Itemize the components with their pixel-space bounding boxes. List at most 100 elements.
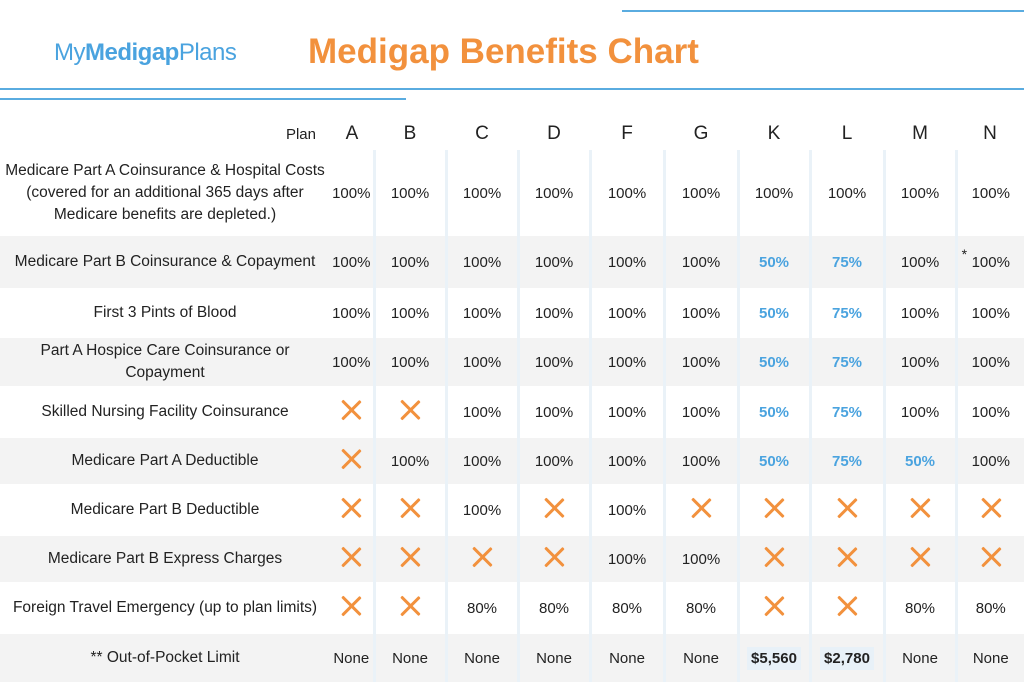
coverage-cell: 100% — [662, 438, 738, 484]
not-covered-icon-cell — [330, 536, 374, 582]
coverage-value: None — [464, 649, 500, 667]
x-icon — [471, 546, 493, 568]
coverage-cell: 50% — [736, 236, 810, 288]
coverage-value: 50% — [758, 253, 790, 271]
coverage-value: 75% — [831, 253, 863, 271]
coverage-value: 50% — [758, 353, 790, 371]
coverage-cell: 100% — [954, 386, 1024, 438]
not-covered-icon-cell — [516, 536, 590, 582]
not-covered-icon-cell — [330, 582, 374, 634]
coverage-value: 50% — [758, 403, 790, 421]
coverage-value: 100% — [971, 403, 1010, 421]
coverage-value: 100% — [390, 184, 430, 202]
coverage-value: 100% — [971, 304, 1010, 322]
coverage-value: 100% — [607, 550, 647, 568]
coverage-cell: 100% — [444, 236, 518, 288]
plan-header: N — [983, 123, 997, 144]
coverage-cell: 100% — [516, 338, 590, 386]
coverage-cell: 100% — [330, 288, 374, 338]
coverage-value: 100% — [462, 304, 502, 322]
coverage-value: 100% — [534, 353, 574, 371]
coverage-value: None — [333, 649, 370, 667]
coverage-value: 100% — [681, 184, 721, 202]
coverage-value: 100% — [681, 403, 721, 421]
x-icon — [340, 448, 362, 470]
coverage-value: 80% — [685, 599, 717, 617]
coverage-value: 100% — [900, 184, 940, 202]
not-covered-icon-cell — [516, 484, 590, 536]
coverage-cell: 100% — [444, 438, 518, 484]
coverage-value: 100% — [462, 253, 502, 271]
benefit-label: Foreign Travel Emergency (up to plan lim… — [12, 599, 318, 616]
x-icon — [340, 399, 362, 421]
coverage-value: None — [683, 649, 719, 667]
x-icon — [763, 497, 785, 519]
not-covered-icon-cell — [736, 582, 810, 634]
benefit-label: Medicare Part B Deductible — [70, 501, 260, 518]
coverage-value: 100% — [681, 452, 721, 470]
coverage-cell: 100% — [882, 236, 956, 288]
not-covered-icon-cell — [808, 484, 884, 536]
x-icon — [980, 546, 1002, 568]
benefit-row: ** Out-of-Pocket Limit None None None None No… — [0, 634, 1024, 682]
coverage-value: 100% — [607, 501, 647, 519]
not-covered-icon-cell — [882, 484, 956, 536]
not-covered-icon-cell — [808, 582, 884, 634]
coverage-value: 100% — [681, 253, 721, 271]
coverage-cell: 100% — [588, 288, 664, 338]
coverage-value: 100% — [534, 452, 574, 470]
coverage-value: $2,780 — [820, 646, 874, 670]
not-covered-icon-cell — [330, 484, 374, 536]
coverage-value: 80% — [611, 599, 643, 617]
coverage-cell: 100% — [588, 386, 664, 438]
coverage-cell: * 100% — [954, 236, 1024, 288]
coverage-cell: 100% — [516, 150, 590, 236]
coverage-cell: 100% — [372, 338, 446, 386]
coverage-cell: $2,780 — [808, 634, 884, 682]
coverage-cell: 100% — [662, 288, 738, 338]
coverage-value: 80% — [975, 599, 1006, 617]
coverage-cell: 100% — [662, 150, 738, 236]
coverage-cell: 50% — [736, 438, 810, 484]
not-covered-icon-cell — [330, 386, 374, 438]
coverage-cell: 100% — [588, 150, 664, 236]
coverage-cell: 75% — [808, 236, 884, 288]
not-covered-icon-cell — [444, 536, 518, 582]
coverage-value: 100% — [390, 353, 430, 371]
not-covered-icon-cell — [808, 536, 884, 582]
coverage-cell: 100% — [588, 236, 664, 288]
benefit-row: First 3 Pints of Blood 100% 100% 100% 100% 10… — [0, 288, 1024, 338]
coverage-value: 80% — [538, 599, 570, 617]
coverage-value: 100% — [971, 452, 1010, 470]
benefit-row: Skilled Nursing Facility Coinsurance 100%… — [0, 386, 1024, 438]
coverage-cell: 100% — [882, 386, 956, 438]
not-covered-icon-cell — [882, 536, 956, 582]
coverage-cell: 75% — [808, 438, 884, 484]
header-rule-bottom — [0, 98, 406, 100]
coverage-value: None — [392, 649, 428, 667]
coverage-cell: 75% — [808, 386, 884, 438]
coverage-value: 100% — [681, 550, 721, 568]
benefit-label: Medicare Part B Express Charges — [0, 536, 330, 582]
coverage-value: None — [536, 649, 572, 667]
not-covered-icon-cell — [736, 536, 810, 582]
coverage-value: 100% — [462, 501, 502, 519]
x-icon — [399, 546, 421, 568]
coverage-value: 100% — [681, 304, 721, 322]
coverage-cell: 100% — [736, 150, 810, 236]
plan-header: K — [767, 123, 781, 144]
coverage-cell: None — [444, 634, 518, 682]
logo[interactable]: MyMedigapPlans — [54, 38, 237, 68]
coverage-cell: 100% — [330, 150, 374, 236]
x-icon — [836, 546, 858, 568]
x-icon — [909, 497, 931, 519]
not-covered-icon-cell — [736, 484, 810, 536]
coverage-value: 100% — [900, 253, 940, 271]
plan-header: G — [693, 123, 709, 144]
not-covered-icon-cell — [330, 438, 374, 484]
coverage-cell: 80% — [516, 582, 590, 634]
coverage-cell: 100% — [954, 150, 1024, 236]
coverage-value: 75% — [831, 353, 863, 371]
coverage-value: 100% — [681, 353, 721, 371]
coverage-value: 100% — [534, 304, 574, 322]
